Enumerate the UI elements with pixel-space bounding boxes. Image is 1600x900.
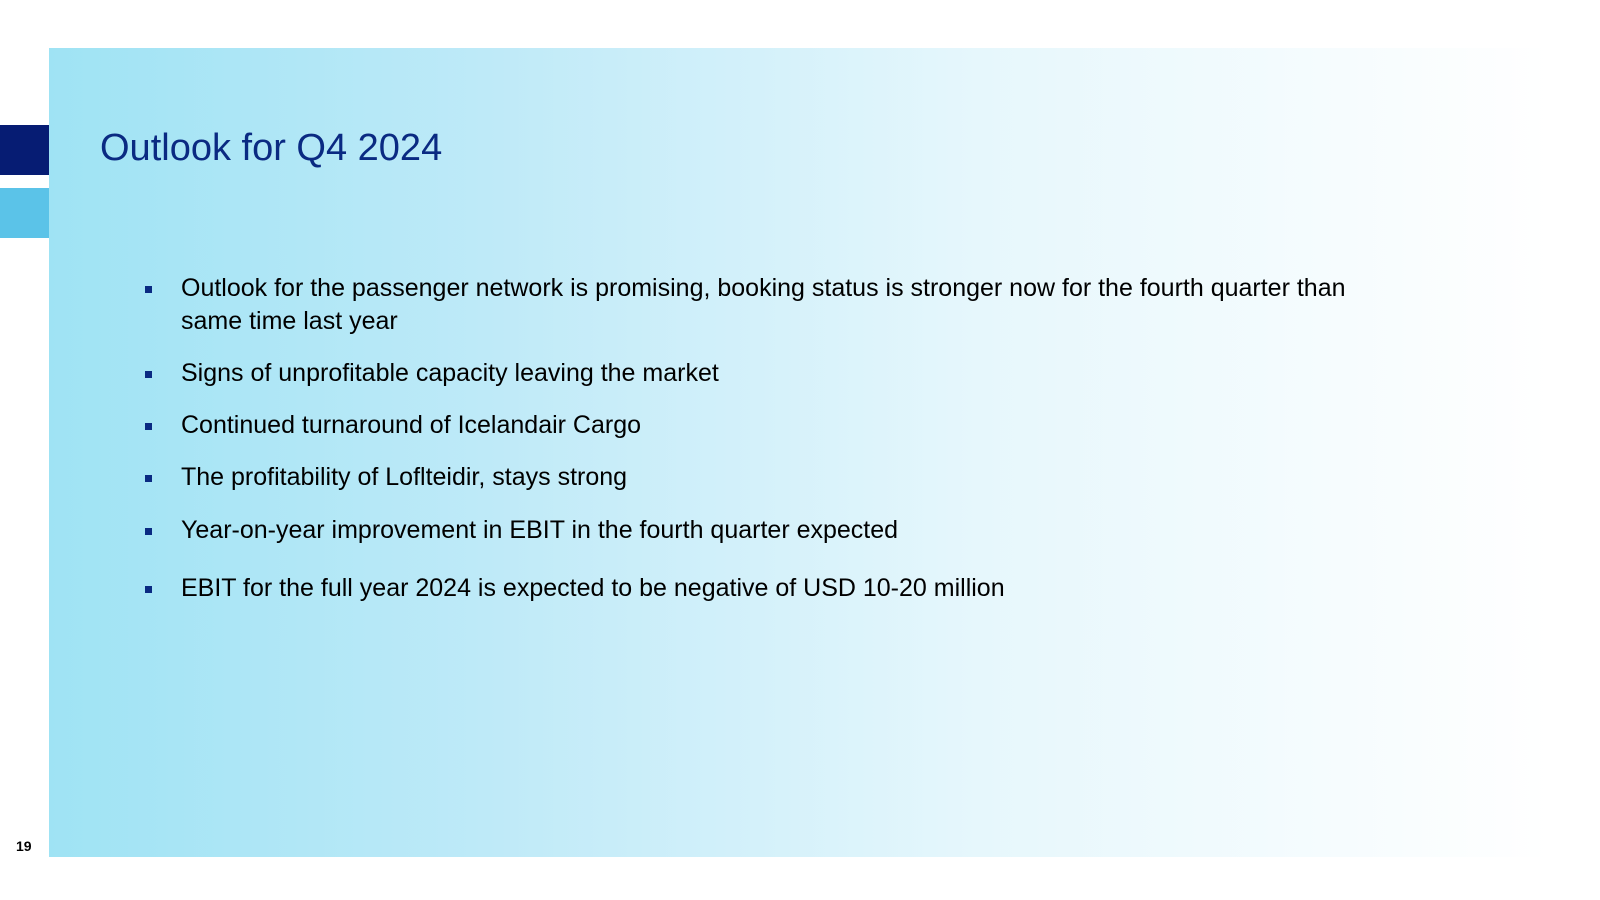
bullet-list: Outlook for the passenger network is pro… xyxy=(141,272,1401,605)
bullet-text: The profitability of Loflteidir, stays s… xyxy=(181,463,628,491)
square-bullet-icon xyxy=(145,475,152,482)
content-panel xyxy=(49,48,1549,857)
bullet-item: Year-on-year improvement in EBIT in the … xyxy=(141,514,1401,547)
bullet-text: Year-on-year improvement in EBIT in the … xyxy=(181,516,899,544)
square-bullet-icon xyxy=(145,586,152,593)
bullet-item: Continued turnaround of Icelandair Cargo xyxy=(141,409,1401,442)
square-bullet-icon xyxy=(145,528,152,535)
bullet-item: EBIT for the full year 2024 is expected … xyxy=(141,572,1401,605)
bullet-text: Outlook for the passenger network is pro… xyxy=(181,274,1346,335)
bullet-item: Outlook for the passenger network is pro… xyxy=(141,272,1401,338)
bullet-text: Signs of unprofitable capacity leaving t… xyxy=(181,359,719,387)
accent-bar-dark xyxy=(0,125,49,175)
bullet-item: The profitability of Loflteidir, stays s… xyxy=(141,461,1401,494)
slide-title: Outlook for Q4 2024 xyxy=(100,127,443,169)
bullet-item: Signs of unprofitable capacity leaving t… xyxy=(141,357,1401,390)
bullet-text: Continued turnaround of Icelandair Cargo xyxy=(181,411,642,439)
accent-bar-light xyxy=(0,188,49,238)
page-number: 19 xyxy=(16,838,32,854)
square-bullet-icon xyxy=(145,286,152,293)
square-bullet-icon xyxy=(145,371,152,378)
square-bullet-icon xyxy=(145,423,152,430)
bullet-text: EBIT for the full year 2024 is expected … xyxy=(181,574,1005,602)
